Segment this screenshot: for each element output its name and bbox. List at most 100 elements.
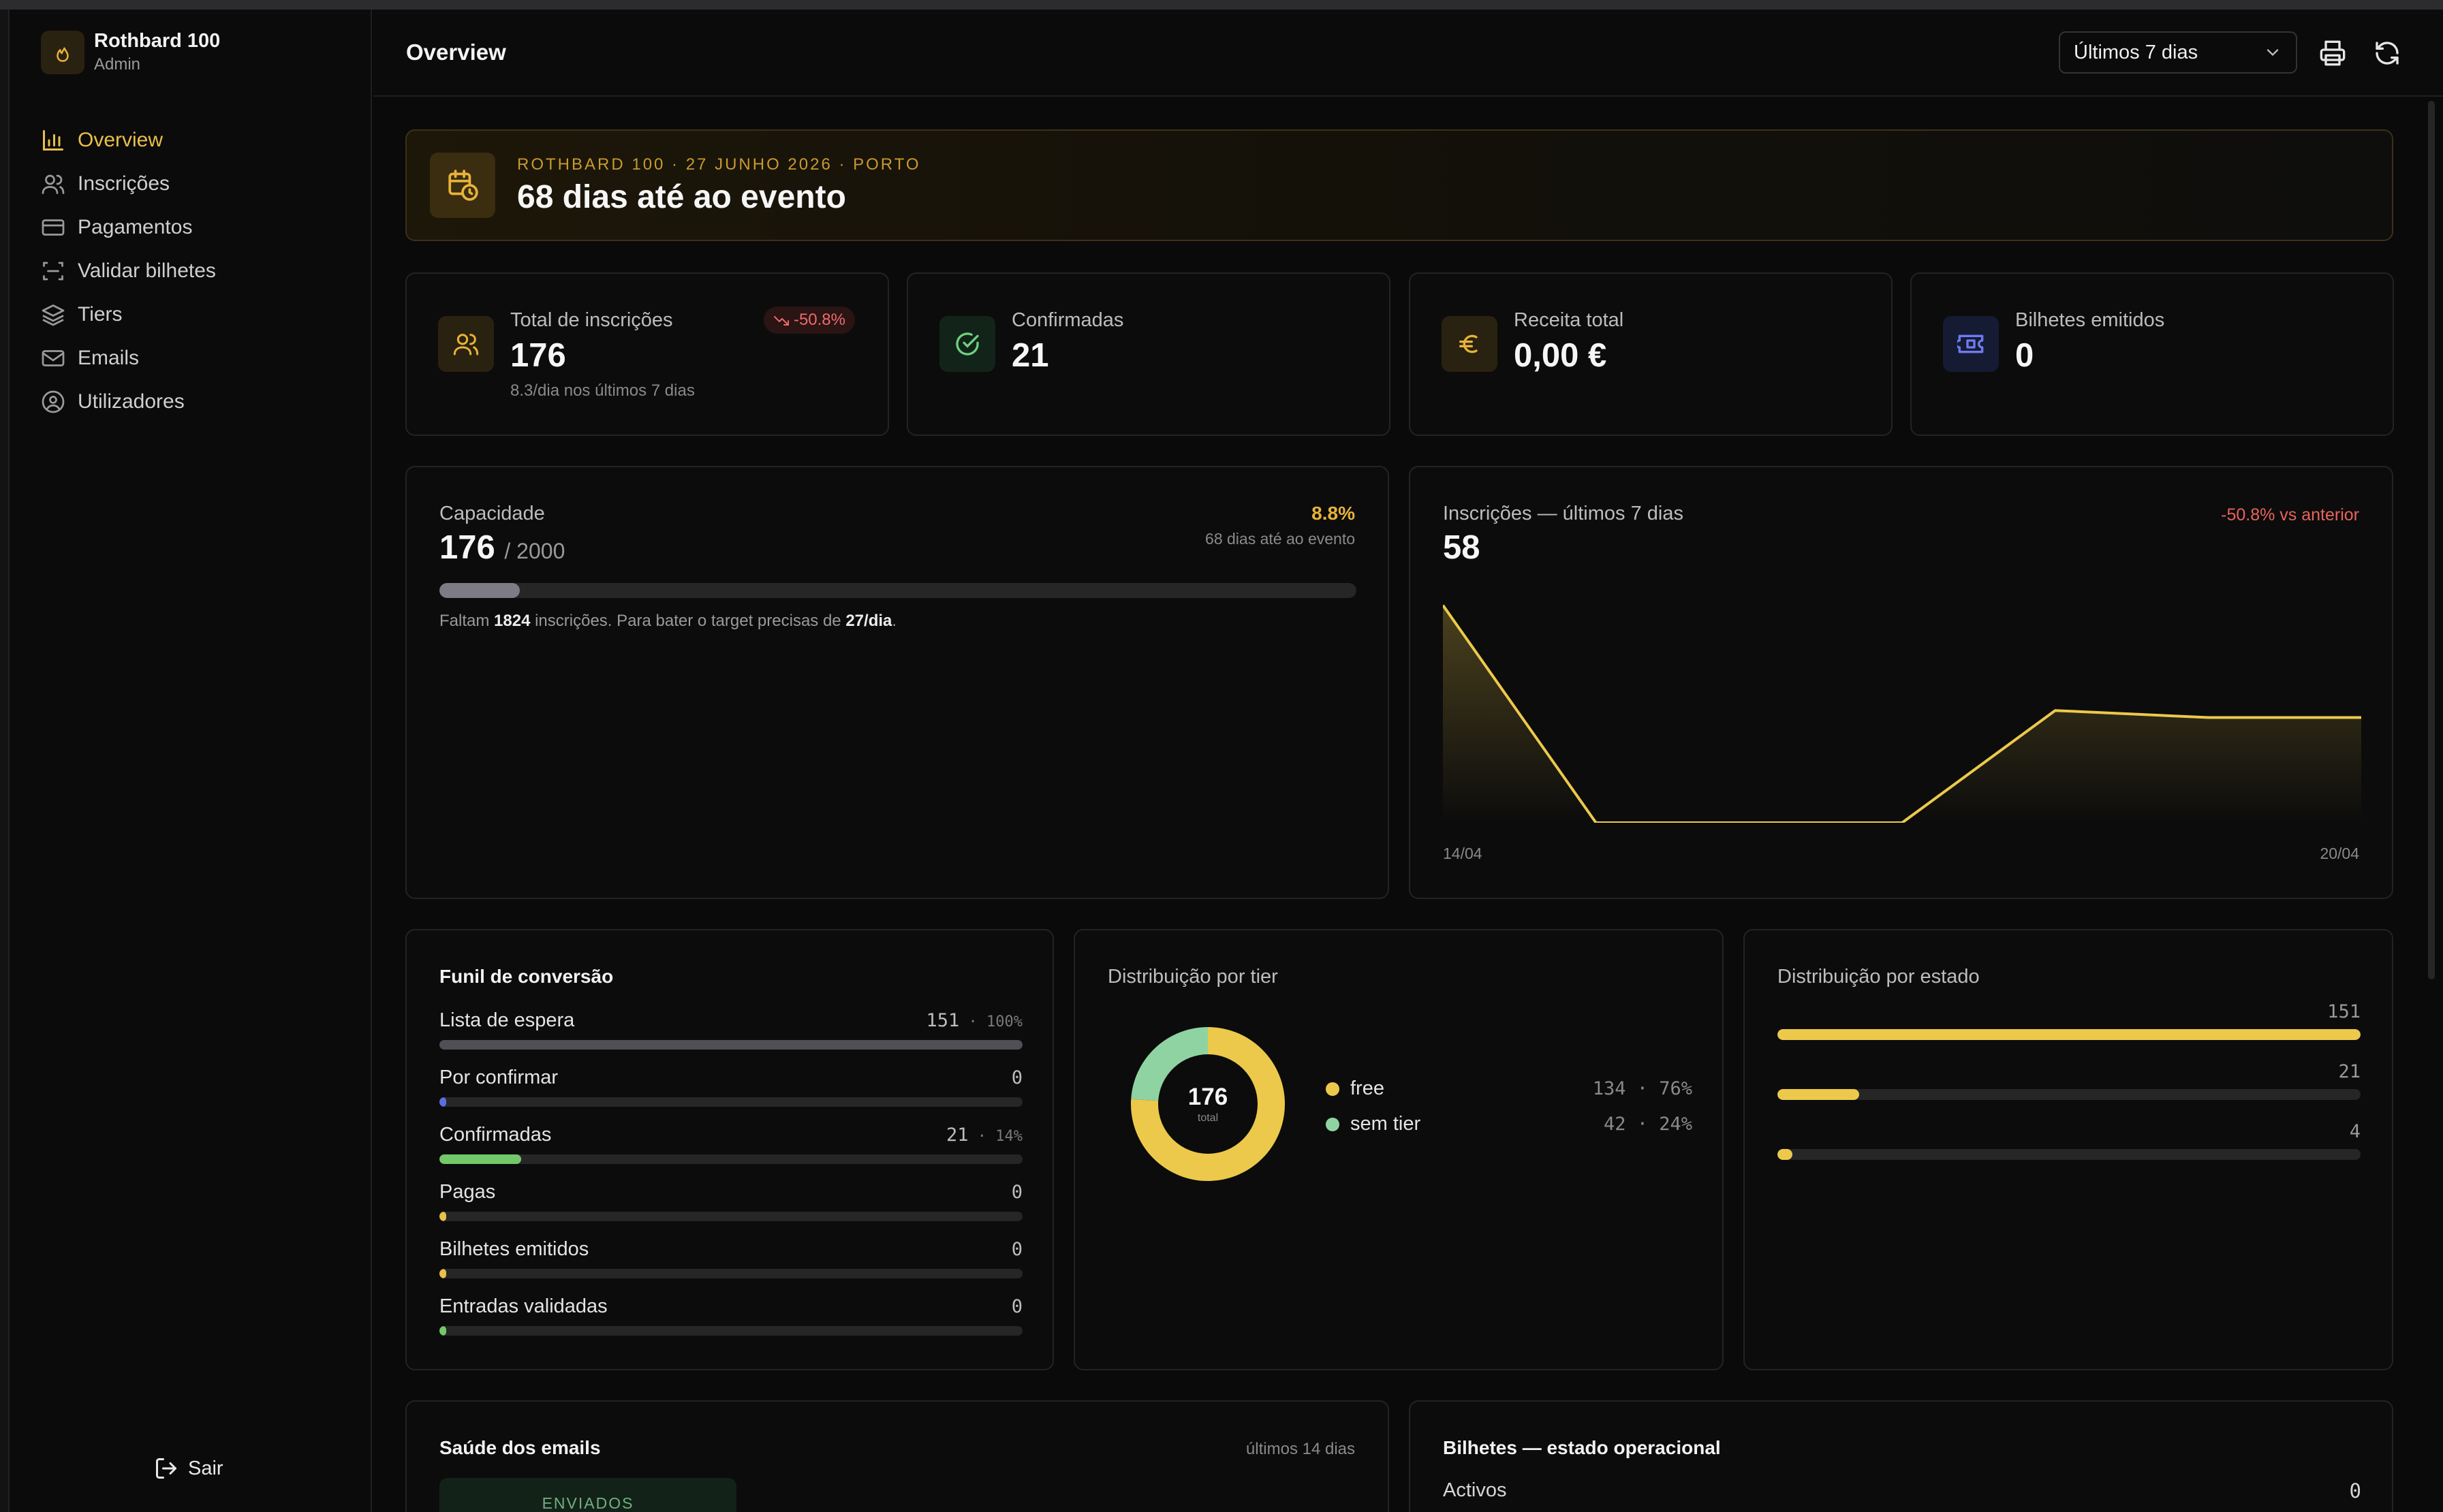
capacity-note: Faltam 1824 inscrições. Para bater o tar… (439, 612, 897, 631)
series-line (1443, 604, 2361, 823)
sidebar-item-utilizadores[interactable]: Utilizadores (41, 380, 216, 424)
legend-label: free (1350, 1077, 1384, 1099)
kpi-label: Total de inscrições (510, 309, 673, 331)
kpi-label: Bilhetes emitidos (2015, 309, 2165, 331)
kpi-label: Receita total (1514, 309, 1624, 331)
sidebar: Rothbard 100 Admin Overview Inscrições P… (10, 10, 372, 1512)
credit-card-icon (42, 219, 65, 236)
funnel-row: Confirmadas 21 · 14% (439, 1124, 1023, 1164)
window-edge-strip (0, 10, 10, 1512)
sidebar-item-emails[interactable]: Emails (41, 336, 216, 380)
sidebar-nav: Overview Inscrições Pagamentos Validar b… (41, 119, 216, 424)
main-scrollbar[interactable] (2428, 101, 2435, 979)
state-row-value: 21 (2338, 1061, 2361, 1082)
funnel-row-label: Por confirmar (439, 1067, 559, 1088)
window-top-strip (0, 0, 2443, 10)
capacity-card: Capacidade 176 / 2000 8.8% 68 dias até a… (405, 466, 1389, 899)
x-axis-end-label: 20/04 (2320, 845, 2359, 862)
tickets-status-card: Bilhetes — estado operacional Activos 0 (1409, 1400, 2393, 1512)
kpi-card-receita-total: Receita total 0,00 € (1409, 272, 1893, 436)
inscricoes-area-chart (1443, 604, 2361, 823)
kpi-card-bilhetes-emitidos: Bilhetes emitidos 0 (1910, 272, 2394, 436)
funnel-row-label: Confirmadas (439, 1124, 552, 1146)
calendar-clock-icon (430, 153, 495, 218)
capacity-note-missing: 1824 (494, 612, 531, 630)
check-circle-icon (939, 316, 995, 372)
state-row-value: 151 (2327, 1001, 2361, 1022)
capacity-note-mid: inscrições. Para bater o target precisas… (535, 612, 841, 630)
funnel-row-fill (439, 1326, 447, 1336)
date-range-select[interactable]: Últimos 7 dias (2059, 31, 2297, 74)
funnel-row: Bilhetes emitidos 0 (439, 1238, 1023, 1278)
capacity-value: 176 / 2000 (439, 529, 565, 567)
state-row-track (1777, 1029, 2361, 1040)
legend-value: 42 · 24% (1603, 1114, 1692, 1135)
event-countdown-banner: ROTHBARD 100 · 27 JUNHO 2026 · PORTO 68 … (405, 129, 2393, 241)
tier-distribution-card: Distribuição por tier 176 total free 134… (1074, 929, 1724, 1370)
funnel-row-label: Pagas (439, 1181, 496, 1203)
users-icon (42, 174, 65, 194)
banner-kicker: ROTHBARD 100 · 27 JUNHO 2026 · PORTO (517, 155, 921, 174)
print-button[interactable] (2315, 35, 2350, 71)
logout-button[interactable]: Sair (154, 1456, 223, 1481)
x-axis-start-label: 14/04 (1443, 845, 1482, 862)
inscricoes-chart-delta: -50.8% vs anterior (2221, 505, 2359, 524)
brand[interactable]: Rothbard 100 Admin (41, 30, 220, 74)
sidebar-item-pagamentos[interactable]: Pagamentos (41, 206, 216, 249)
layers-icon (42, 304, 65, 326)
tickets-status-title: Bilhetes — estado operacional (1443, 1437, 1721, 1458)
kpi-value: 21 (1012, 337, 1049, 374)
capacity-percent: 8.8% (1311, 503, 1355, 524)
sidebar-item-validar-bilhetes[interactable]: Validar bilhetes (41, 249, 216, 293)
donut-slice-sem-tier (1131, 1027, 1285, 1181)
inscricoes-chart-card: Inscrições — últimos 7 dias 58 -50.8% vs… (1409, 466, 2393, 899)
legend-dot (1326, 1082, 1339, 1096)
kpi-value: 176 (510, 337, 566, 374)
ticket-icon (1943, 316, 1999, 372)
kpi-label: Confirmadas (1012, 309, 1124, 331)
donut-total-label: total (1197, 1112, 1219, 1124)
legend-value: 134 · 76% (1592, 1078, 1692, 1099)
sidebar-item-label: Inscrições (78, 172, 170, 195)
sidebar-item-label: Emails (78, 347, 140, 369)
inscricoes-chart-value: 58 (1443, 529, 1480, 566)
donut-center: 176 total (1130, 1026, 1286, 1182)
banner-title: 68 dias até ao evento (517, 179, 846, 215)
sidebar-item-tiers[interactable]: Tiers (41, 293, 216, 336)
funnel-row: Pagas 0 (439, 1181, 1023, 1221)
inscricoes-chart-label: Inscrições — últimos 7 dias (1443, 503, 1683, 524)
state-row: 4 (1777, 1121, 2361, 1160)
date-range-value: Últimos 7 dias (2074, 41, 2198, 63)
donut-total: 176 (1187, 1084, 1228, 1110)
users-icon (438, 316, 494, 372)
funnel-row-value: 0 (1011, 1296, 1023, 1317)
brand-name: Rothbard 100 (94, 30, 221, 52)
area-fill (1443, 605, 2361, 823)
funnel-title: Funil de conversão (439, 966, 614, 987)
funnel-row-track (439, 1326, 1023, 1336)
funnel-row-value: 0 (1011, 1067, 1023, 1088)
state-distribution-card: Distribuição por estado 151 21 4 (1743, 929, 2393, 1370)
funnel-row-value: 151 (926, 1010, 960, 1031)
legend-dot (1326, 1117, 1339, 1131)
state-row: 21 (1777, 1061, 2361, 1100)
email-health-period: últimos 14 dias (1245, 1440, 1355, 1458)
trend-value: -50.8% (793, 311, 845, 329)
scan-icon (43, 262, 63, 281)
sidebar-item-overview[interactable]: Overview (41, 119, 216, 162)
emails-sent-label: ENVIADOS (542, 1494, 634, 1512)
state-row-track (1777, 1149, 2361, 1160)
email-health-title: Saúde dos emails (439, 1437, 601, 1458)
brand-role: Admin (94, 55, 141, 74)
funnel-row-pct: 14% (995, 1128, 1023, 1145)
refresh-button[interactable] (2369, 35, 2405, 71)
sidebar-item-inscricoes[interactable]: Inscrições (41, 162, 216, 206)
conversion-funnel-card: Funil de conversão Lista de espera 151 · … (405, 929, 1054, 1370)
sidebar-item-label: Validar bilhetes (78, 259, 216, 282)
emails-sent-tile: ENVIADOS (439, 1478, 736, 1512)
capacity-days-left: 68 dias até ao evento (1205, 530, 1355, 548)
top-bar: Overview Últimos 7 dias (373, 10, 2443, 97)
funnel-row-fill (439, 1269, 447, 1278)
capacity-total: / 2000 (504, 539, 565, 563)
funnel-row-track (439, 1154, 1023, 1164)
